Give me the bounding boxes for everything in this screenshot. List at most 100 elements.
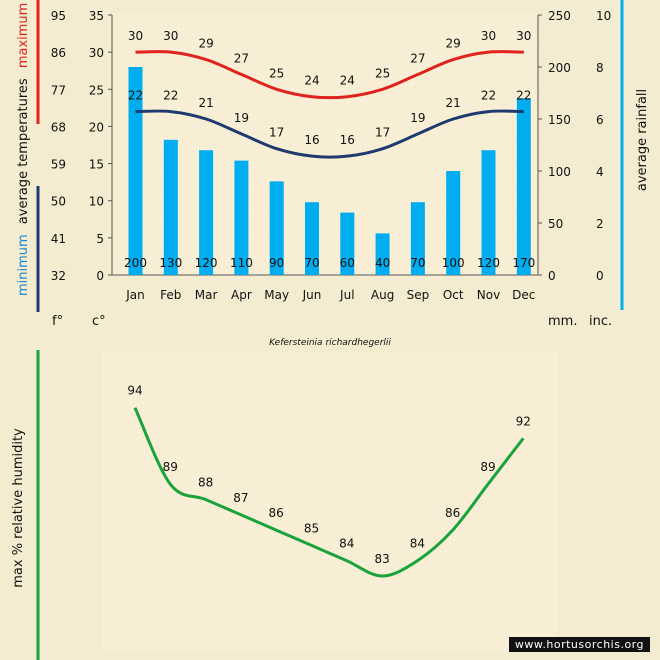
maximum-temperature-line: [135, 50, 524, 100]
maximum-temperature-label: 25: [269, 66, 284, 80]
mm-tick-label: 50: [548, 217, 563, 231]
month-label: May: [264, 288, 289, 302]
unit-inches: inc.: [589, 314, 612, 329]
average-temperatures-label: average temperatures: [16, 78, 31, 224]
rainfall-value-label: 40: [375, 256, 390, 270]
mm-tick-label: 100: [548, 165, 571, 179]
month-label: Nov: [477, 288, 500, 302]
rainfall-bar: [340, 212, 355, 275]
minimum-temperature-label: 19: [410, 111, 425, 125]
humidity-value-label: 87: [233, 491, 248, 505]
fahrenheit-tick-label: 41: [51, 232, 66, 246]
fahrenheit-tick-label: 86: [51, 46, 66, 60]
month-label: Aug: [371, 288, 394, 302]
month-label: Feb: [160, 288, 181, 302]
maximum-temperature-label: 30: [128, 29, 143, 43]
maximum-temperature-label: 25: [375, 66, 390, 80]
humidity-value-label: 92: [516, 414, 531, 428]
minimum-temperature-label: 16: [304, 133, 319, 147]
minimum-temperature-label: 19: [234, 111, 249, 125]
celsius-tick-label: 25: [89, 83, 104, 97]
rainfall-value-label: 120: [195, 256, 218, 270]
unit-mm: mm.: [548, 314, 577, 329]
inch-tick-label: 0: [596, 269, 604, 283]
rainfall-bar: [446, 171, 461, 275]
fahrenheit-tick-label: 68: [51, 120, 66, 134]
rainfall-value-label: 120: [477, 256, 500, 270]
rainfall-value-label: 90: [269, 256, 284, 270]
month-label: Jun: [302, 288, 322, 302]
inch-tick-label: 2: [596, 217, 604, 231]
month-label: Jan: [125, 288, 145, 302]
minimum-temperature-label: 16: [340, 133, 355, 147]
rainfall-value-label: 60: [340, 256, 355, 270]
rainfall-value-label: 200: [124, 256, 147, 270]
unit-celsius: c°: [92, 314, 106, 329]
humidity-value-label: 84: [339, 537, 354, 551]
inch-tick-label: 10: [596, 9, 611, 23]
fahrenheit-tick-label: 50: [51, 195, 66, 209]
unit-fahrenheit: f°: [52, 314, 63, 329]
celsius-tick-label: 0: [96, 269, 104, 283]
humidity-value-label: 83: [374, 552, 389, 566]
fahrenheit-tick-label: 59: [51, 158, 66, 172]
minimum-temperature-label: 17: [375, 126, 390, 140]
minimum-temperature-label: 22: [481, 89, 496, 103]
rainfall-value-label: 70: [410, 256, 425, 270]
humidity-value-label: 86: [445, 506, 460, 520]
rainfall-bar: [269, 181, 284, 275]
rainfall-bar: [410, 202, 425, 275]
mm-tick-label: 150: [548, 113, 571, 127]
mm-tick-label: 200: [548, 61, 571, 75]
maximum-temperature-label: 29: [446, 37, 461, 51]
humidity-value-label: 84: [410, 537, 425, 551]
inch-tick-label: 4: [596, 165, 604, 179]
celsius-tick-label: 35: [89, 9, 104, 23]
minimum-temperature-label: 17: [269, 126, 284, 140]
minimum-temperature-label: 21: [198, 96, 213, 110]
temperature-axis-title: minimum average temperatures maximum: [16, 3, 31, 296]
maximum-temperature-label: 27: [410, 51, 425, 65]
minimum-temperature-label: 22: [163, 89, 178, 103]
rainfall-bar: [375, 233, 390, 275]
rainfall-value-label: 130: [159, 256, 182, 270]
month-label: Mar: [195, 288, 218, 302]
celsius-tick-label: 20: [89, 120, 104, 134]
rainfall-bar: [128, 67, 143, 275]
maximum-temperature-label: 24: [304, 74, 319, 88]
fahrenheit-tick-label: 32: [51, 269, 66, 283]
minimum-temperature-label: 22: [516, 89, 531, 103]
humidity-line: [133, 407, 525, 578]
maximum-temperature-label: 30: [481, 29, 496, 43]
month-label: Sep: [407, 288, 430, 302]
rainfall-bar: [481, 150, 496, 275]
mm-tick-label: 250: [548, 9, 571, 23]
minimum-temperature-label: 21: [446, 96, 461, 110]
month-label: Jul: [339, 288, 354, 302]
celsius-tick-label: 15: [89, 158, 104, 172]
rainfall-bar: [163, 139, 178, 275]
maximum-temperature-label: 27: [234, 51, 249, 65]
rainfall-value-label: 70: [304, 256, 319, 270]
month-label: Apr: [231, 288, 252, 302]
maximum-temperature-label: 30: [516, 29, 531, 43]
maximum-temperature-label: 24: [340, 74, 355, 88]
month-label: Oct: [443, 288, 464, 302]
minimum-temperature-label: 22: [128, 89, 143, 103]
humidity-value-label: 94: [127, 384, 142, 398]
top-plot-area: [112, 14, 538, 276]
rainfall-bar: [305, 202, 319, 275]
minimum-label: minimum: [16, 234, 31, 296]
fahrenheit-tick-label: 95: [51, 9, 66, 23]
celsius-tick-label: 5: [96, 232, 104, 246]
month-label: Dec: [512, 288, 535, 302]
maximum-temperature-label: 29: [198, 37, 213, 51]
mm-tick-label: 0: [548, 269, 556, 283]
humidity-value-label: 85: [304, 521, 319, 535]
humidity-axis-title: max % relative humidity: [11, 428, 26, 588]
inch-tick-label: 8: [596, 61, 604, 75]
fahrenheit-tick-label: 77: [51, 83, 66, 97]
rainfall-value-label: 100: [442, 256, 465, 270]
rainfall-axis-title: average rainfall: [635, 89, 650, 191]
